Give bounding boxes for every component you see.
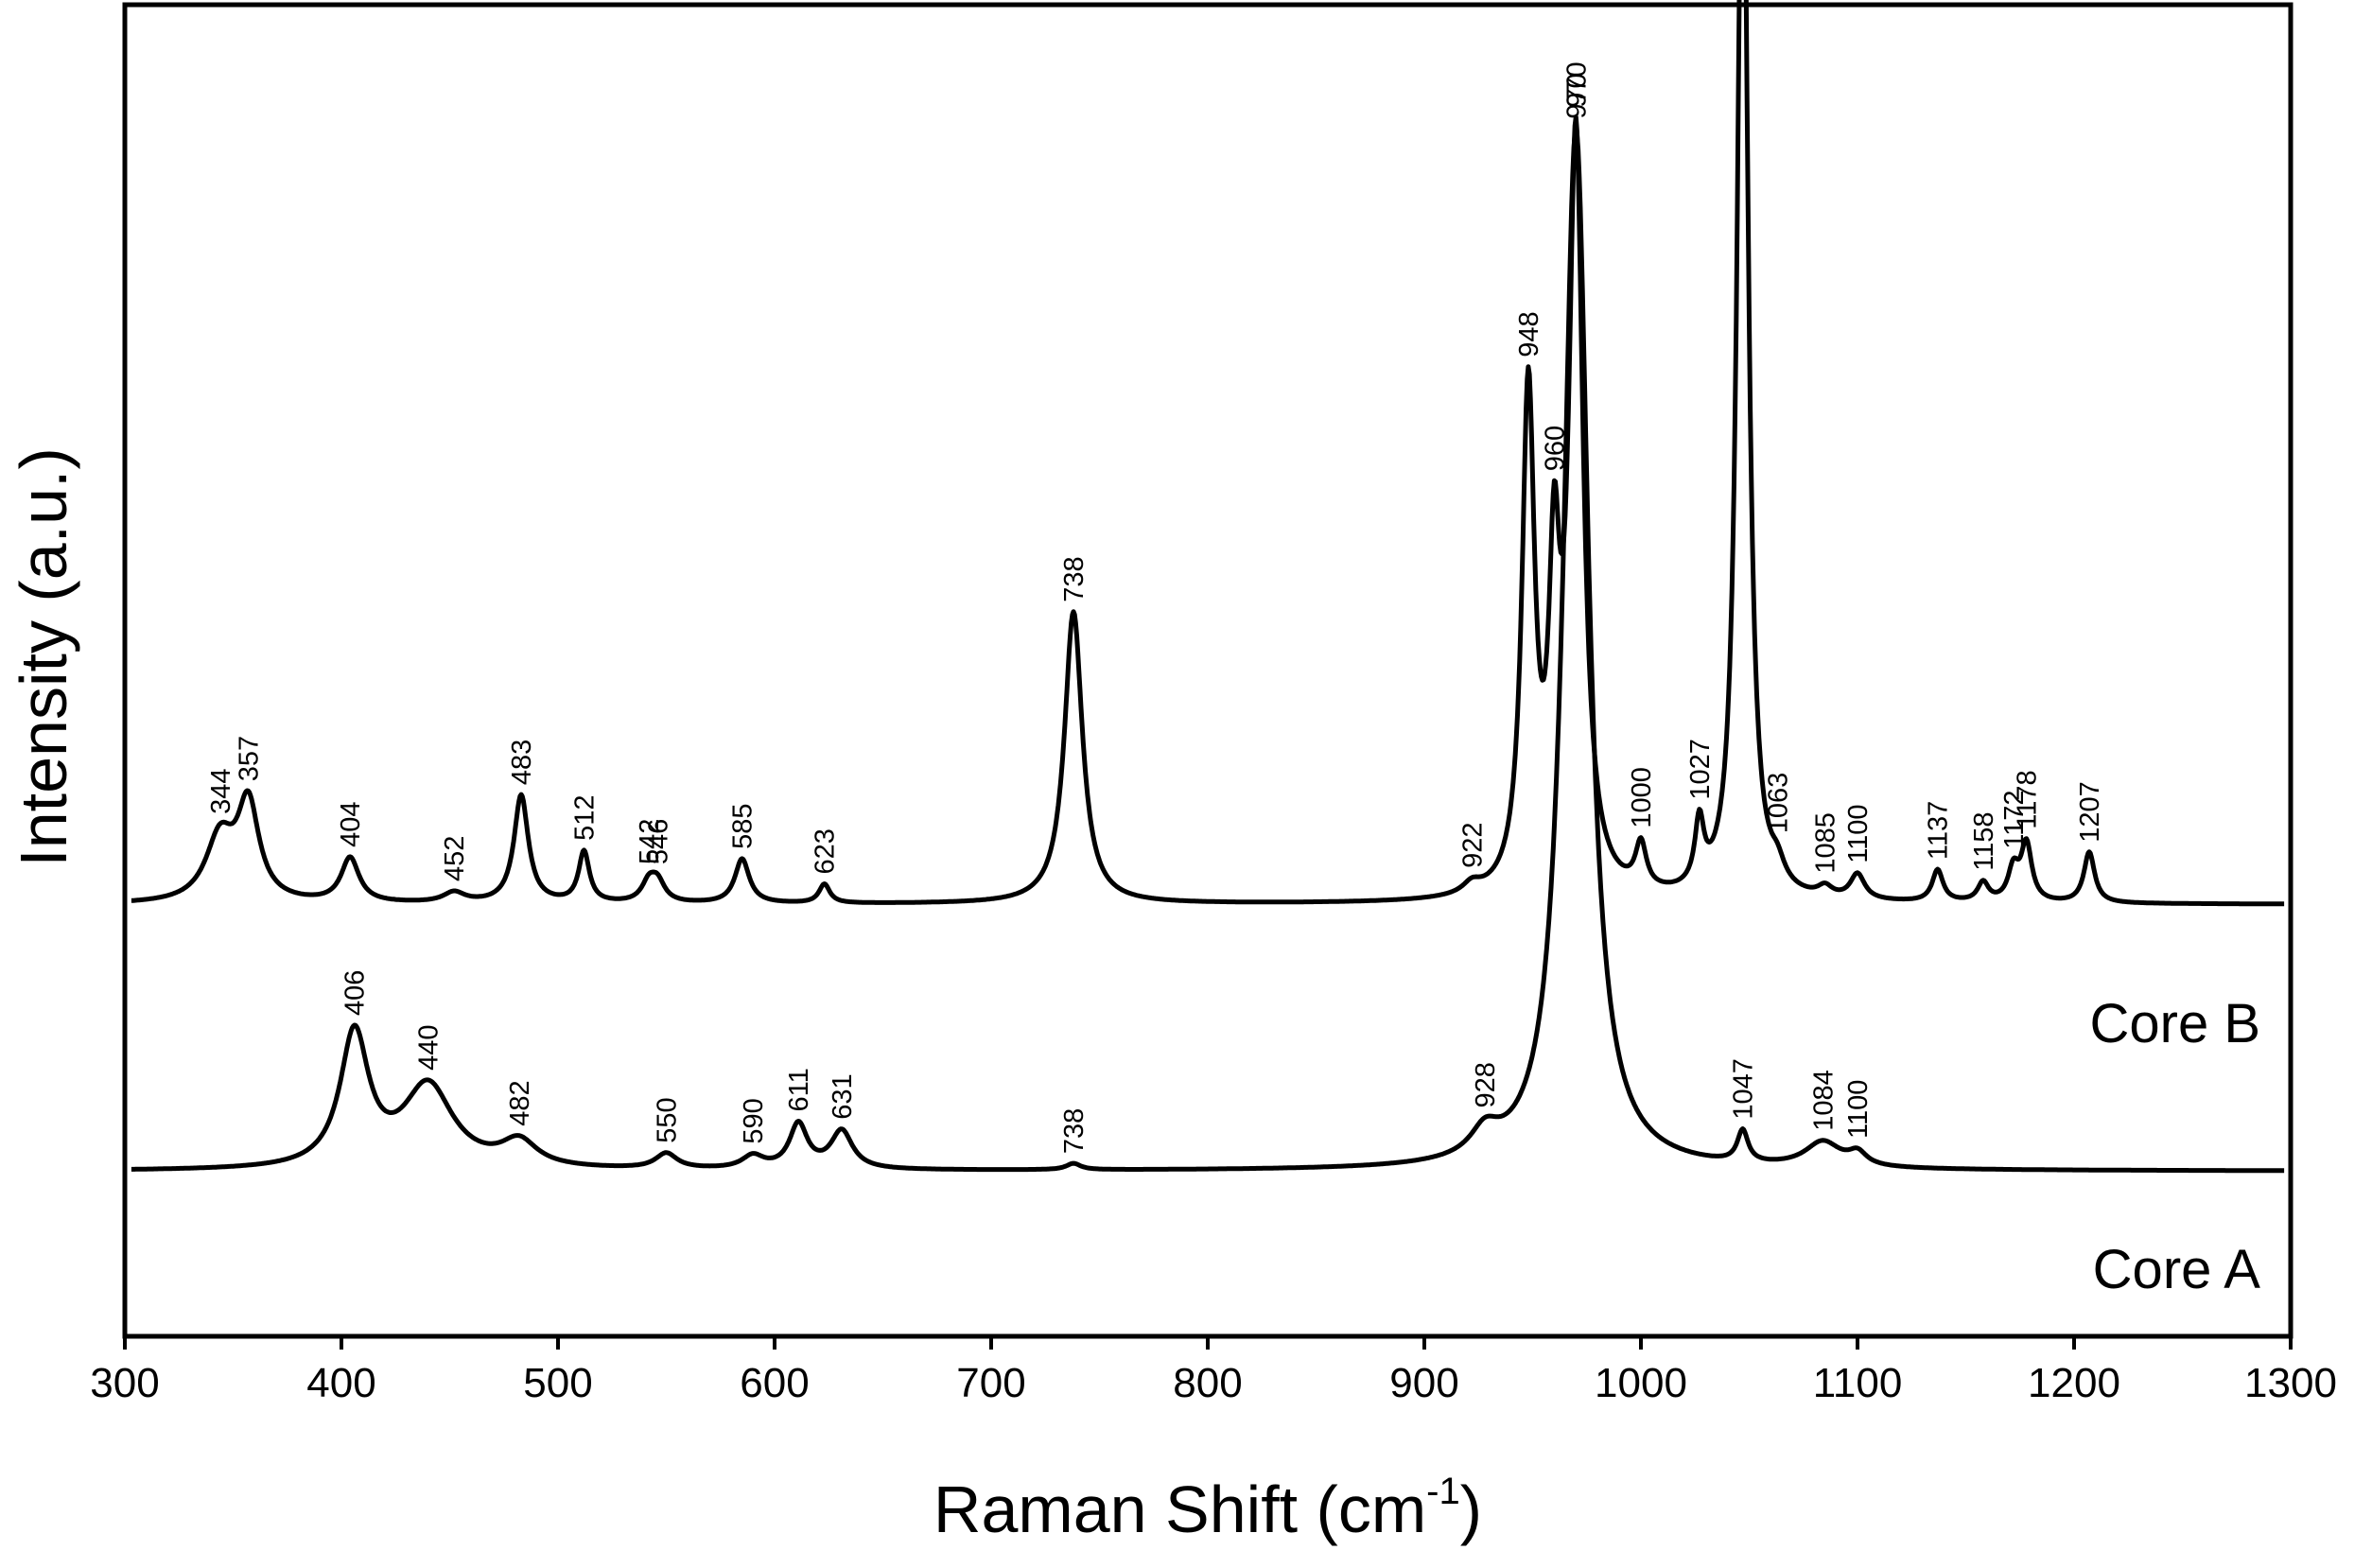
peak-label: 542 [635,819,665,864]
peak-label: 970 [1561,73,1592,118]
x-tick-label: 1000 [1595,1360,1687,1406]
x-axis-title-superscript: -1 [1426,1471,1460,1512]
peak-label: 1158 [1969,811,1999,870]
peak-label: 440 [414,1025,445,1071]
series-line [130,126,2286,1174]
peak-label: 1084 [1808,1070,1839,1131]
x-axis-title: Raman Shift (cm-1) [933,1471,1482,1546]
peak-label: 1178 [2013,770,2043,828]
x-tick-label: 700 [956,1360,1025,1406]
y-axis-title: Intensity (a.u.) [7,447,80,867]
peak-label: 948 [1514,311,1544,357]
peak-label: 1047 [1729,1058,1759,1120]
x-tick-label: 400 [306,1360,375,1406]
peak-label: 585 [728,804,759,849]
x-tick-label: 1100 [1813,1360,1903,1406]
x-tick-label: 600 [740,1360,809,1406]
peak-label: 1100 [1843,804,1874,862]
x-tick-label: 500 [523,1360,592,1406]
peak-label: 404 [336,802,366,847]
series-label-core-a: Core A [2093,1239,2261,1300]
x-tick-label: 900 [1389,1360,1458,1406]
x-tick-label: 1200 [2028,1360,2120,1406]
peak-label: 357 [235,736,265,781]
series-line [130,0,2286,907]
x-axis-ticks: 300 400 500 600 700 800 900 1000 1100 1200 1300 [90,1336,2337,1406]
x-axis-title-end: ) [1460,1472,1482,1546]
x-tick-label: 300 [90,1360,159,1406]
peak-label: 970 [1561,61,1592,107]
peak-label: 1207 [2075,781,2105,843]
peak-label: 512 [570,795,601,841]
peak-label: 1172 [1999,790,2030,848]
peak-label: 1063 [1763,773,1793,834]
peak-label: 1000 [1627,767,1657,828]
peak-label: 483 [507,740,537,785]
peak-label: 928 [1471,1062,1501,1107]
peak-label: 611 [784,1068,814,1111]
x-axis-title-main: Raman Shift (cm [933,1472,1426,1546]
peak-label: 590 [739,1098,769,1143]
peak-label: 922 [1457,823,1488,868]
peak-label: 546 [643,819,673,864]
peak-label: 960 [1540,426,1570,471]
peak-label: 1027 [1685,739,1716,800]
peak-label: 1085 [1811,812,1841,874]
peak-label: 344 [206,769,236,814]
series-layer [130,0,2286,1174]
plot-frame [122,2,2294,1339]
peak-label: 1100 [1843,1080,1874,1139]
peak-label: 623 [811,828,841,874]
peak-label: 482 [505,1080,535,1125]
series-label-core-b: Core B [2089,993,2260,1054]
peak-label: 452 [440,836,470,881]
peak-label: 631 [828,1073,858,1119]
peak-label: 738 [1059,1108,1090,1154]
x-tick-label: 800 [1173,1360,1242,1406]
peak-label: 550 [653,1097,683,1142]
peak-label: 406 [340,970,371,1016]
x-tick-label: 1300 [2244,1360,2337,1406]
peak-label: 1137 [1924,801,1954,860]
peak-label: 738 [1059,556,1090,601]
